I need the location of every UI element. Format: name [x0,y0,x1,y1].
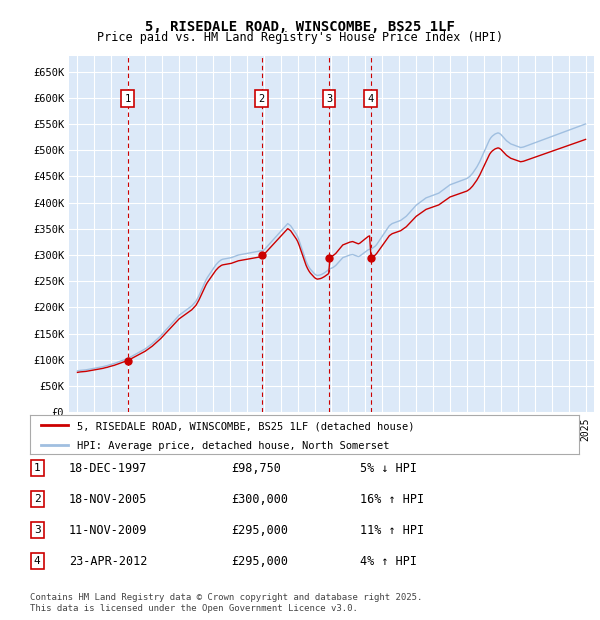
Text: 2: 2 [34,494,41,504]
Text: £295,000: £295,000 [231,555,288,567]
Text: HPI: Average price, detached house, North Somerset: HPI: Average price, detached house, Nort… [77,441,389,451]
Text: Price paid vs. HM Land Registry's House Price Index (HPI): Price paid vs. HM Land Registry's House … [97,31,503,44]
Text: 4: 4 [34,556,41,566]
Text: 3: 3 [34,525,41,535]
Text: 3: 3 [326,94,332,104]
Text: 11% ↑ HPI: 11% ↑ HPI [360,524,424,536]
Text: 5, RISEDALE ROAD, WINSCOMBE, BS25 1LF: 5, RISEDALE ROAD, WINSCOMBE, BS25 1LF [145,20,455,34]
Text: £98,750: £98,750 [231,462,281,474]
Text: 4: 4 [367,94,374,104]
Text: 1: 1 [34,463,41,473]
Text: 5% ↓ HPI: 5% ↓ HPI [360,462,417,474]
Text: 18-DEC-1997: 18-DEC-1997 [69,462,148,474]
Text: 23-APR-2012: 23-APR-2012 [69,555,148,567]
Text: 18-NOV-2005: 18-NOV-2005 [69,493,148,505]
Text: 4% ↑ HPI: 4% ↑ HPI [360,555,417,567]
Text: 16% ↑ HPI: 16% ↑ HPI [360,493,424,505]
Text: 2: 2 [259,94,265,104]
Text: Contains HM Land Registry data © Crown copyright and database right 2025.
This d: Contains HM Land Registry data © Crown c… [30,593,422,613]
Text: 11-NOV-2009: 11-NOV-2009 [69,524,148,536]
Text: 1: 1 [124,94,131,104]
Text: £295,000: £295,000 [231,524,288,536]
Text: 5, RISEDALE ROAD, WINSCOMBE, BS25 1LF (detached house): 5, RISEDALE ROAD, WINSCOMBE, BS25 1LF (d… [77,421,414,431]
Text: £300,000: £300,000 [231,493,288,505]
